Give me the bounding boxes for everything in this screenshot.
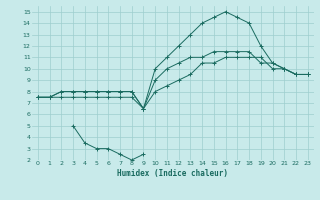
X-axis label: Humidex (Indice chaleur): Humidex (Indice chaleur) (117, 169, 228, 178)
